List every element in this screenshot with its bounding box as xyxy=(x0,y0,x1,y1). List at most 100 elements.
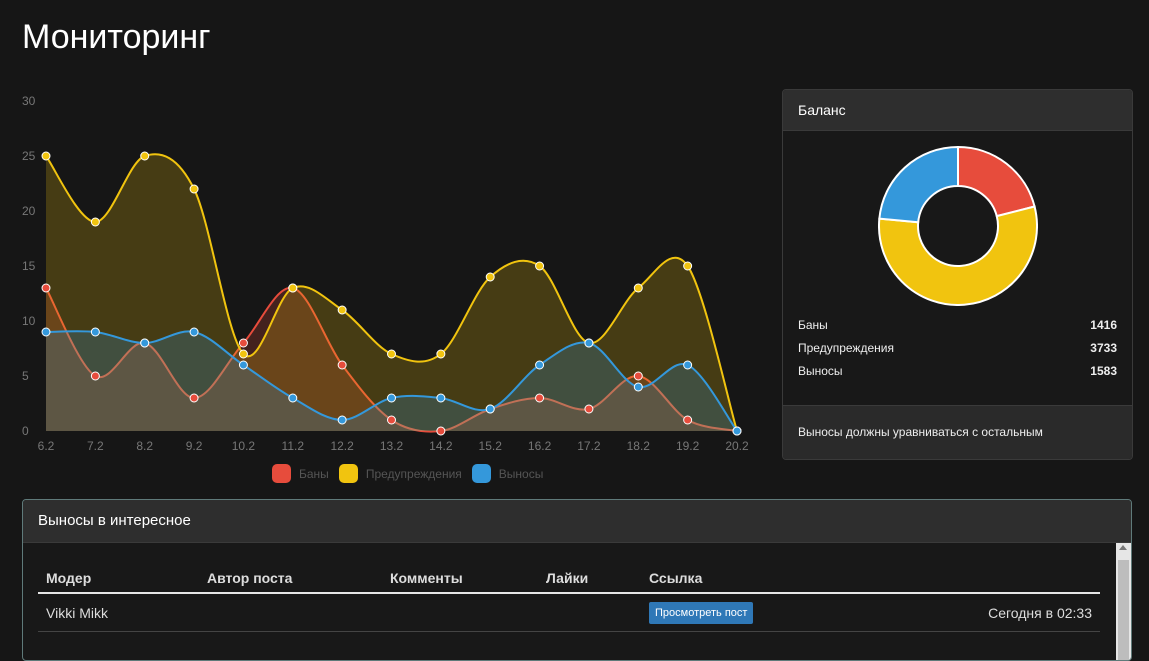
series-area xyxy=(46,331,737,431)
data-point[interactable] xyxy=(288,283,298,293)
table-header-row: Модер Автор поста Комменты Лайки Ссылка xyxy=(38,564,1100,594)
data-point[interactable] xyxy=(732,426,742,436)
donut-segment[interactable] xyxy=(957,146,1036,218)
scrollbar[interactable] xyxy=(1116,543,1131,660)
x-tick-label: 9.2 xyxy=(186,439,203,453)
data-point[interactable] xyxy=(387,393,396,403)
series-area xyxy=(46,154,737,431)
featured-title: Выносы в интересное xyxy=(23,500,1131,543)
balance-title: Баланс xyxy=(783,90,1132,131)
data-point[interactable] xyxy=(140,338,150,348)
data-point[interactable] xyxy=(485,404,495,414)
data-point[interactable] xyxy=(584,404,594,414)
data-point[interactable] xyxy=(436,393,446,403)
y-tick-label: 10 xyxy=(22,314,36,328)
cell-link: Просмотреть пост xyxy=(641,593,809,632)
data-point[interactable] xyxy=(189,184,199,194)
column-header: Лайки xyxy=(538,564,641,594)
data-point[interactable] xyxy=(584,338,594,348)
stat-row: Предупреждения 3733 xyxy=(798,341,1117,364)
y-tick-label: 20 xyxy=(22,204,36,218)
legend-item[interactable]: Выносы xyxy=(471,464,544,483)
data-point[interactable] xyxy=(189,393,199,403)
data-point[interactable] xyxy=(683,415,693,425)
data-point[interactable] xyxy=(683,360,693,370)
y-tick-label: 30 xyxy=(22,94,36,108)
legend-swatch xyxy=(338,464,358,483)
data-point[interactable] xyxy=(337,415,347,425)
data-point[interactable] xyxy=(140,151,150,161)
x-tick-label: 8.2 xyxy=(136,439,153,453)
y-tick-label: 5 xyxy=(22,369,29,383)
data-point[interactable] xyxy=(633,382,643,392)
legend-swatch xyxy=(471,464,491,483)
data-point[interactable] xyxy=(90,217,100,227)
cell-likes xyxy=(538,593,641,632)
column-header xyxy=(809,564,1100,594)
data-point[interactable] xyxy=(337,305,347,315)
data-point[interactable] xyxy=(387,349,396,359)
scroll-up-icon[interactable] xyxy=(1119,545,1127,550)
data-point[interactable] xyxy=(535,261,545,271)
column-header: Автор поста xyxy=(199,564,382,594)
x-tick-label: 12.2 xyxy=(330,439,354,453)
column-header: Модер xyxy=(38,564,199,594)
legend-item[interactable]: Баны xyxy=(272,464,329,483)
data-point[interactable] xyxy=(238,360,248,370)
stat-value: 1416 xyxy=(1090,318,1117,332)
x-tick-label: 13.2 xyxy=(380,439,404,453)
page-title: Мониторинг xyxy=(22,18,211,56)
x-tick-label: 6.2 xyxy=(38,439,55,453)
legend-swatch xyxy=(272,464,291,483)
balance-stats: Баны 1416 Предупреждения 3733 Выносы 158… xyxy=(798,318,1117,387)
balance-panel: Баланс Баны 1416 Предупреждения 3733 Вын… xyxy=(782,89,1133,460)
cell-time: Сегодня в 02:33 xyxy=(809,593,1100,632)
x-tick-label: 14.2 xyxy=(429,439,453,453)
line-chart: 0 5 10 15 20 25 30 6.2 7.2 8.2 9.2 10.2 11.2 12.2 13.2… xyxy=(22,94,749,453)
view-post-button[interactable]: Просмотреть пост xyxy=(649,601,754,624)
data-point[interactable] xyxy=(238,338,248,348)
stat-row: Выносы 1583 xyxy=(798,364,1117,387)
x-tick-label: 7.2 xyxy=(87,439,104,453)
data-point[interactable] xyxy=(436,349,446,359)
donut-segment[interactable] xyxy=(878,205,1038,306)
data-point[interactable] xyxy=(41,327,51,337)
cell-comments xyxy=(382,593,538,632)
balance-footer: Выносы должны уравниваться с остальным xyxy=(783,405,1132,459)
y-tick-label: 0 xyxy=(22,424,29,438)
legend-item[interactable]: Предупреждения xyxy=(338,464,462,483)
data-point[interactable] xyxy=(189,327,199,337)
scroll-thumb[interactable] xyxy=(1118,560,1129,660)
legend-label: Предупреждения xyxy=(365,466,462,481)
stat-row: Баны 1416 xyxy=(798,318,1117,341)
data-point[interactable] xyxy=(288,393,298,403)
legend-label: Баны xyxy=(299,466,329,481)
data-point[interactable] xyxy=(90,327,100,337)
featured-panel: Выносы в интересное Модер Автор поста Ко… xyxy=(22,499,1132,661)
data-point[interactable] xyxy=(436,426,446,436)
data-point[interactable] xyxy=(683,261,693,271)
x-tick-label: 11.2 xyxy=(282,439,305,453)
stat-label: Выносы xyxy=(798,364,843,378)
stat-label: Баны xyxy=(798,318,828,332)
table-row: Vikki Mikk Просмотреть пост Сегодня в 02… xyxy=(38,593,1100,632)
data-point[interactable] xyxy=(337,360,347,370)
data-point[interactable] xyxy=(41,151,51,161)
data-point[interactable] xyxy=(633,283,643,293)
legend-label: Выносы xyxy=(498,466,544,481)
data-point[interactable] xyxy=(633,371,643,381)
data-point[interactable] xyxy=(41,283,51,293)
column-header: Ссылка xyxy=(641,564,809,594)
column-header: Комменты xyxy=(382,564,538,594)
chart-legend: Баны Предупреждения Выносы xyxy=(272,464,553,483)
data-point[interactable] xyxy=(90,371,100,381)
stat-label: Предупреждения xyxy=(798,341,894,355)
x-tick-label: 20.2 xyxy=(725,439,749,453)
data-point[interactable] xyxy=(535,360,545,370)
data-point[interactable] xyxy=(387,415,396,425)
data-point[interactable] xyxy=(535,393,545,403)
data-point[interactable] xyxy=(485,272,495,282)
donut-segment[interactable] xyxy=(878,146,959,224)
x-tick-label: 18.2 xyxy=(627,439,651,453)
data-point[interactable] xyxy=(238,349,248,359)
